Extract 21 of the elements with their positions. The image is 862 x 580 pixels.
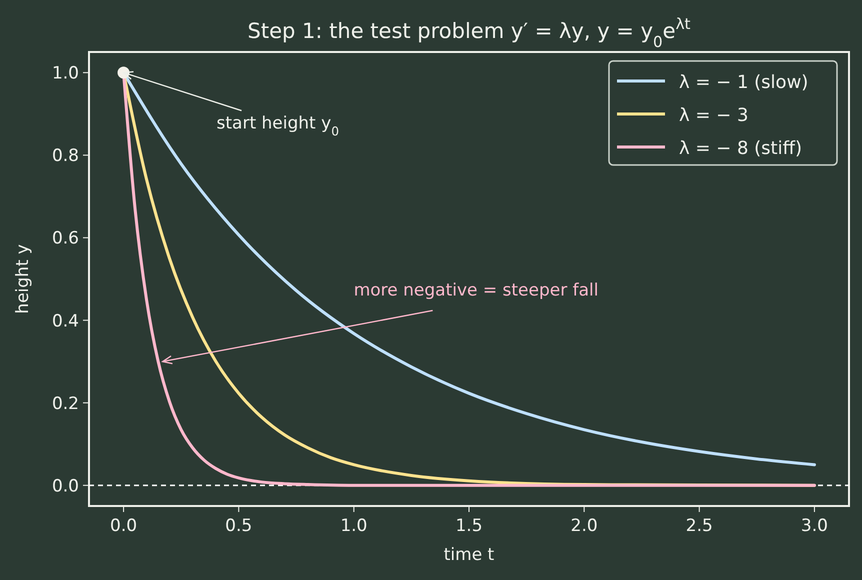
x-tick-label: 1.5 <box>455 516 483 536</box>
x-tick-label: 0.0 <box>110 516 138 536</box>
x-axis-title: time t <box>444 545 495 565</box>
y-axis-title: height y <box>13 244 33 314</box>
y-tick-label: 0.6 <box>52 228 79 249</box>
x-tick-label: 1.0 <box>340 516 368 536</box>
y-tick-label: 0.4 <box>52 311 79 332</box>
x-tick-label: 2.5 <box>686 516 713 536</box>
y-tick-label: 0.2 <box>52 394 79 414</box>
chart-title: Step 1: the test problem y′ = λy, y = y$_{0}$e$^{λt}$ <box>248 15 691 51</box>
x-tick-label: 0.5 <box>225 516 252 536</box>
x-tick-label: 3.0 <box>800 516 828 536</box>
annotation: start height y$_{0}$ <box>216 114 339 139</box>
legend-label: λ = − 3 <box>679 105 748 126</box>
y-tick-label: 0.8 <box>52 146 79 166</box>
legend-label: λ = − 1 (slow) <box>679 72 808 93</box>
y-tick-label: 0.0 <box>52 476 79 496</box>
x-tick-label: 2.0 <box>570 516 598 536</box>
y-tick-label: 1.0 <box>52 64 79 84</box>
legend-label: λ = − 8 (stiff) <box>679 138 802 159</box>
annotation: more negative = steeper fall <box>354 280 598 301</box>
